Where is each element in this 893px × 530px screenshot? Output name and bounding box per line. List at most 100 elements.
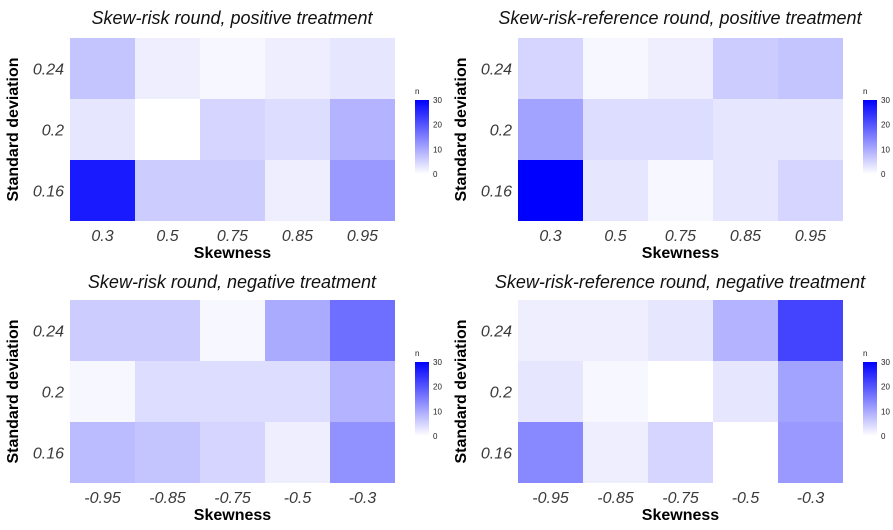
heatmap-cell (70, 422, 135, 483)
heatmap-cell (648, 99, 713, 160)
heatmap-cells (518, 300, 843, 483)
panel-title: Skew-risk round, negative treatment (88, 272, 377, 292)
legend-tick-label: 10 (881, 407, 890, 416)
panel-skew-risk-reference-positive: Skew-risk-reference round, positive trea… (453, 8, 890, 262)
y-tick-label: 0.24 (33, 62, 64, 79)
legend-tick-label: 10 (433, 407, 442, 416)
x-axis-title: Skewness (194, 507, 271, 524)
heatmap-cells (70, 300, 395, 483)
heatmap-cell (778, 160, 843, 221)
y-tick-label: 0.16 (481, 446, 512, 463)
y-tick-labels: 0.24 0.2 0.16 (33, 62, 64, 201)
heatmap-cell (330, 38, 395, 99)
y-axis-title: Standard deviation (5, 57, 22, 201)
y-tick-label: 0.24 (481, 62, 512, 79)
heatmap-cell (518, 361, 583, 422)
y-tick-label: 0.16 (481, 184, 512, 201)
heatmap-cell (200, 361, 265, 422)
x-tick-label: -0.95 (532, 490, 569, 507)
heatmap-cell (70, 300, 135, 361)
legend-tick-label: 10 (881, 145, 890, 154)
heatmap-cell (265, 38, 330, 99)
heatmap-cell (713, 361, 778, 422)
heatmap-cell (648, 422, 713, 483)
x-tick-label: 0.5 (156, 228, 178, 245)
y-tick-label: 0.2 (490, 123, 512, 140)
heatmap-cell (778, 99, 843, 160)
y-tick-labels: 0.24 0.2 0.16 (481, 62, 512, 201)
heatmap-cell (518, 160, 583, 221)
x-tick-label: 0.95 (795, 228, 826, 245)
x-tick-label: -0.95 (84, 490, 121, 507)
y-axis-title: Standard deviation (453, 319, 470, 463)
heatmap-cells (70, 38, 395, 221)
heatmap-cell (330, 99, 395, 160)
heatmap-cell (135, 422, 200, 483)
heatmap-cell (330, 422, 395, 483)
heatmap-cell (713, 160, 778, 221)
heatmap-cell (518, 38, 583, 99)
heatmap-cell (583, 300, 648, 361)
x-tick-labels: -0.95 -0.85 -0.75 -0.5 -0.3 (532, 490, 824, 507)
x-tick-label: -0.3 (797, 490, 825, 507)
heatmap-cell (70, 99, 135, 160)
heatmap-cell (713, 300, 778, 361)
y-tick-labels: 0.24 0.2 0.16 (481, 324, 512, 463)
panel-skew-risk-reference-negative: Skew-risk-reference round, negative trea… (453, 272, 890, 524)
heatmap-cell (135, 99, 200, 160)
heatmap-cell (778, 422, 843, 483)
legend-title: n (863, 349, 867, 358)
x-tick-label: 0.75 (217, 228, 248, 245)
heatmap-cell (583, 361, 648, 422)
heatmap-cell (70, 160, 135, 221)
heatmap-cell (518, 300, 583, 361)
legend-tick-label: 30 (881, 96, 890, 105)
heatmap-cell (648, 160, 713, 221)
heatmap-cell (265, 422, 330, 483)
legend-tick-label: 0 (433, 432, 438, 441)
legend-tick-label: 30 (433, 358, 442, 367)
heatmap-cell (135, 160, 200, 221)
heatmap-cell (265, 99, 330, 160)
y-tick-label: 0.16 (33, 446, 64, 463)
y-tick-labels: 0.24 0.2 0.16 (33, 324, 64, 463)
heatmap-cell (330, 160, 395, 221)
y-tick-label: 0.2 (42, 385, 64, 402)
legend-tick-label: 20 (433, 383, 442, 392)
heatmap-cell (135, 38, 200, 99)
y-tick-label: 0.2 (42, 123, 64, 140)
heatmap-cell (330, 300, 395, 361)
legend-tick-label: 20 (881, 383, 890, 392)
heatmap-cell (713, 38, 778, 99)
color-legend: n 0 10 20 30 (415, 87, 442, 179)
heatmap-cell (200, 160, 265, 221)
y-tick-label: 0.24 (481, 324, 512, 341)
legend-tick-label: 30 (433, 96, 442, 105)
legend-tick-label: 10 (433, 145, 442, 154)
heatmap-cell (265, 361, 330, 422)
x-tick-label: 0.5 (604, 228, 626, 245)
heatmap-cells (518, 38, 843, 221)
legend-colorbar (863, 100, 877, 174)
x-tick-label: -0.75 (662, 490, 699, 507)
panel-title: Skew-risk round, positive treatment (91, 8, 373, 28)
x-tick-labels: 0.3 0.5 0.75 0.85 0.95 (539, 228, 826, 245)
heatmap-cell (648, 300, 713, 361)
x-tick-label: -0.75 (214, 490, 251, 507)
heatmap-cell (265, 300, 330, 361)
heatmap-cell (200, 300, 265, 361)
heatmap-cell (778, 38, 843, 99)
x-tick-label: 0.85 (282, 228, 313, 245)
y-tick-label: 0.16 (33, 184, 64, 201)
color-legend: n 0 10 20 30 (415, 349, 442, 441)
panel-title: Skew-risk-reference round, positive trea… (498, 8, 862, 28)
heatmap-cell (713, 422, 778, 483)
legend-colorbar (863, 362, 877, 436)
legend-tick-label: 0 (881, 170, 886, 179)
x-tick-label: 0.85 (730, 228, 761, 245)
x-tick-label: -0.85 (597, 490, 634, 507)
y-tick-label: 0.2 (490, 385, 512, 402)
heatmap-cell (778, 361, 843, 422)
x-tick-label: 0.95 (347, 228, 378, 245)
